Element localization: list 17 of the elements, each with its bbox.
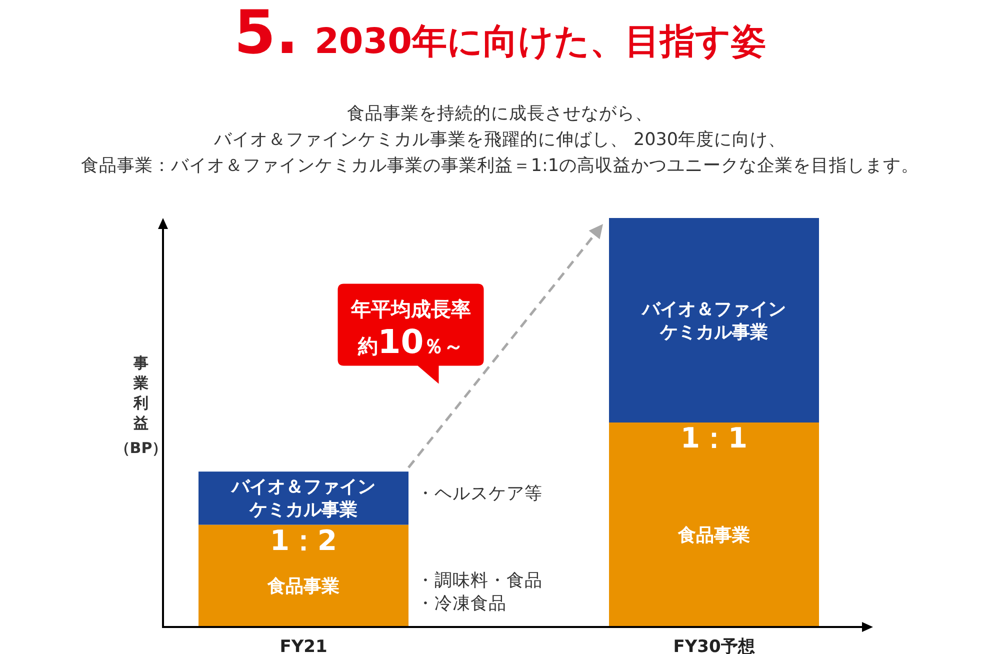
bar (609, 422, 819, 627)
bar (198, 524, 408, 627)
y-axis-title: 事業利益（BP） (114, 354, 168, 457)
annotation: ・ヘルスケア等 (416, 484, 542, 504)
series-label: バイオ＆ファインケミカル事業 (230, 476, 376, 521)
series-label: 食品事業 (266, 576, 340, 597)
annotation: 1：1 (680, 422, 748, 454)
text: バイオ＆ファインケミカル事業 (642, 298, 786, 343)
annotation: 1：2 (270, 524, 337, 557)
x-tick-label: FY21 (280, 637, 328, 654)
text: 食品事業 (678, 524, 750, 546)
annotation: ・冷凍食品 (416, 594, 506, 614)
annotation: ・調味料・食品 (416, 570, 542, 591)
chart-title: 5. 2030年に向けた、目指す姿 (234, 0, 766, 68)
chart-subtitle: 食品事業を持続的に成長させながら、バイオ＆ファインケミカル事業を飛躍的に伸ばし、 2030年度に向け、食品事業：バイオ＆ファインケミカル事業の事業利益＝1:1の高収益かつユニークな企業を目指します。 (80, 104, 920, 176)
bar (609, 218, 819, 422)
annotation: 年平均成長率約10％～ (350, 296, 471, 361)
